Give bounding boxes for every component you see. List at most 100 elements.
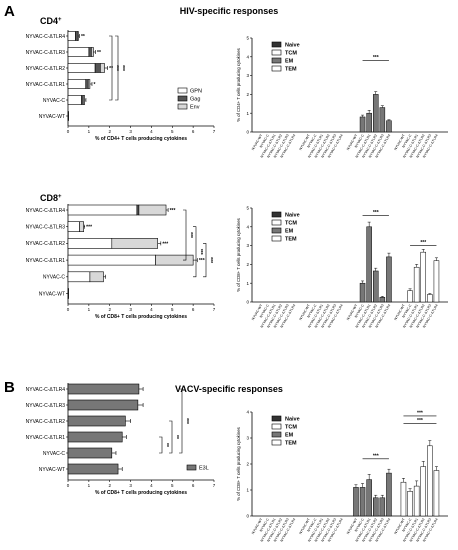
cd8-memory-bar-em	[359, 282, 366, 303]
cd4-hbar-category-label: NYVAC-WT	[39, 114, 65, 120]
cd4-memory-y-tick-label: 2	[246, 92, 249, 97]
cd8-memory-legend-label-tcm: TCM	[285, 221, 297, 227]
cd4-memory-category-label: NYVAC-C	[259, 133, 270, 148]
cd4-hbar-category-label: NYVAC-C-ΔTLR3	[26, 50, 66, 56]
vacv-hbar-bracket	[179, 388, 183, 454]
cd4-hbar-x-label: % of CD4+ T cells producing cytokines	[95, 136, 187, 142]
cd4-hbar-significance: **	[81, 34, 85, 40]
section-heading-b: VACV-specific responses	[175, 384, 283, 394]
cd8-hbar-significance: ***	[199, 258, 205, 264]
vacv-memory-bar-tem	[427, 445, 433, 517]
vacv-memory-legend-swatch-naive	[271, 415, 282, 422]
cd8-hbar-title: CD8+	[40, 193, 62, 203]
cd8-hbar-bracket	[203, 243, 207, 278]
vacv-memory-y-tick-label: 4	[246, 410, 249, 415]
section-letter-b: B	[4, 379, 15, 396]
legend-swatch-gag	[177, 95, 188, 102]
vacv-memory-legend-swatch-tcm	[271, 423, 282, 430]
cd4-hbar-bracket-label: ***	[119, 65, 125, 71]
vacv-memory-y-tick-label: 2	[246, 462, 249, 467]
cd8-memory-y-tick-label: 2	[246, 262, 249, 267]
cd8-memory-y-tick-label: 1	[246, 281, 249, 286]
cd4-hbar-bar-gpn	[67, 79, 87, 89]
section-letter-a: A	[4, 3, 15, 20]
cd8-hbar-title-text: CD8	[40, 193, 58, 203]
vacv-memory-bar-tem	[400, 481, 407, 517]
cd8-hbar-category-label: NYVAC-C	[43, 275, 66, 281]
cd8-memory-y-tick-label: 0	[246, 300, 249, 305]
cd4-hbar-x-tick-label: 3	[129, 129, 132, 134]
vacv-hbar-bar-e3l	[67, 447, 113, 459]
vacv-memory-y-label: % of CD8+ T cells producing cytokines	[236, 427, 241, 501]
cd4-hbar-bar-gpn	[67, 63, 96, 73]
cd4-hbar-bar-env	[77, 31, 79, 41]
cd8-hbar-bracket	[183, 209, 187, 261]
vacv-memory-category-label: NYVAC-C	[354, 517, 365, 532]
vacv-hbar-bar-e3l	[67, 431, 123, 443]
cd4-memory-y-tick-label: 0	[246, 130, 249, 135]
cd4-hbar-x-tick-label: 4	[150, 129, 153, 134]
vacv-memory-bar-em	[372, 497, 379, 517]
legend-swatch-gpn	[177, 87, 188, 94]
vacv-memory-legend-label-tcm: TCM	[285, 425, 297, 431]
cd8-hbar-x-label: % of CD8+ T cells producing cytokines	[95, 314, 187, 320]
cd4-hbar-x-tick-label: 0	[67, 129, 70, 134]
cd8-hbar-bar-gpn	[67, 288, 69, 299]
vacv-hbar-category-label: NYVAC-C-ΔTLR1	[26, 435, 66, 441]
vacv-memory-bar-em	[379, 497, 386, 517]
cd8-memory-category-label: NYVAC-C	[259, 303, 270, 318]
cd8-memory-legend-swatch-tcm	[271, 219, 282, 226]
vacv-memory-legend-label-naive: Naive	[285, 417, 300, 423]
cd8-hbar-category-label: NYVAC-WT	[39, 291, 65, 297]
section-heading-a: HIV-specific responses	[180, 6, 279, 16]
cd8-memory-bar-tem	[420, 251, 427, 303]
vacv-hbar-x-label: % of CD8+ T cells producing cytokines	[95, 490, 187, 496]
cd4-memory-bar-em	[366, 112, 372, 133]
cd4-hbar-title-text: CD4	[40, 16, 58, 26]
vacv-hbar-bar-e3l	[67, 415, 126, 427]
legend-label-env: Env	[190, 105, 200, 111]
vacv-memory-bar-tem	[420, 466, 427, 517]
cd8-hbar-bar-gpn	[67, 221, 80, 232]
cd8-memory-bracket-label: ***	[373, 210, 379, 216]
vacv-memory-bar-tem	[433, 470, 440, 517]
cd4-memory-legend-swatch-em	[271, 57, 282, 64]
cd8-hbar-bar-env	[155, 254, 194, 266]
cd8-hbar-bracket-label: ***	[197, 249, 203, 255]
cd8-hbar-significance: ***	[86, 225, 92, 231]
cd8-hbar-title-sup: +	[58, 194, 62, 200]
cd8-hbar-x-tick-label: 0	[67, 307, 70, 312]
legend-swatch-e3l	[186, 464, 197, 471]
cd4-hbar-bar-gpn	[67, 95, 82, 105]
cd4-memory-y-tick-label: 5	[246, 36, 249, 41]
vacv-hbar-x-tick-label: 1	[88, 483, 91, 488]
cd4-hbar-bar-env	[100, 63, 105, 73]
cd4-hbar-title: CD4+	[40, 16, 62, 26]
cd4-hbar-x-tick-label: 1	[88, 129, 91, 134]
cd8-hbar-category-label: NYVAC-C-ΔTLR1	[26, 258, 66, 264]
cd8-hbar-bar-env	[138, 204, 167, 216]
cd4-hbar-bar-env	[82, 95, 85, 105]
cd4-hbar-category-label: NYVAC-C-ΔTLR2	[26, 66, 66, 72]
vacv-hbar-category-label: NYVAC-C-ΔTLR4	[26, 387, 66, 393]
legend-swatch-env	[177, 103, 188, 110]
cd8-hbar-bracket	[193, 226, 197, 278]
cd8-memory-legend-label-naive: Naive	[285, 213, 300, 219]
cd8-memory-legend-label-tem: TEM	[285, 237, 297, 243]
cd8-hbar-category-label: NYVAC-C-ΔTLR2	[26, 241, 66, 247]
cd4-hbar-x-tick-label: 2	[108, 129, 111, 134]
vacv-hbar-bar-e3l	[67, 383, 140, 395]
vacv-memory-bar-em	[353, 487, 359, 517]
cd4-memory-legend-swatch-naive	[271, 41, 282, 48]
legend-label-gag: Gag	[190, 97, 200, 103]
cd8-memory-y-tick-label: 4	[246, 224, 249, 229]
cd4-memory-legend-swatch-tem	[271, 65, 282, 72]
cd8-hbar-significance: ***	[170, 208, 176, 214]
cd8-hbar-x-tick-label: 7	[213, 307, 216, 312]
cd4-hbar-significance: **	[109, 66, 113, 72]
vacv-memory-bar-tem	[407, 491, 413, 517]
cd4-memory-legend-label-tcm: TCM	[285, 51, 297, 57]
cd8-hbar-x-tick-label: 6	[192, 307, 195, 312]
cd4-memory-bar-em	[379, 107, 386, 133]
vacv-memory-bar-em	[386, 472, 392, 517]
